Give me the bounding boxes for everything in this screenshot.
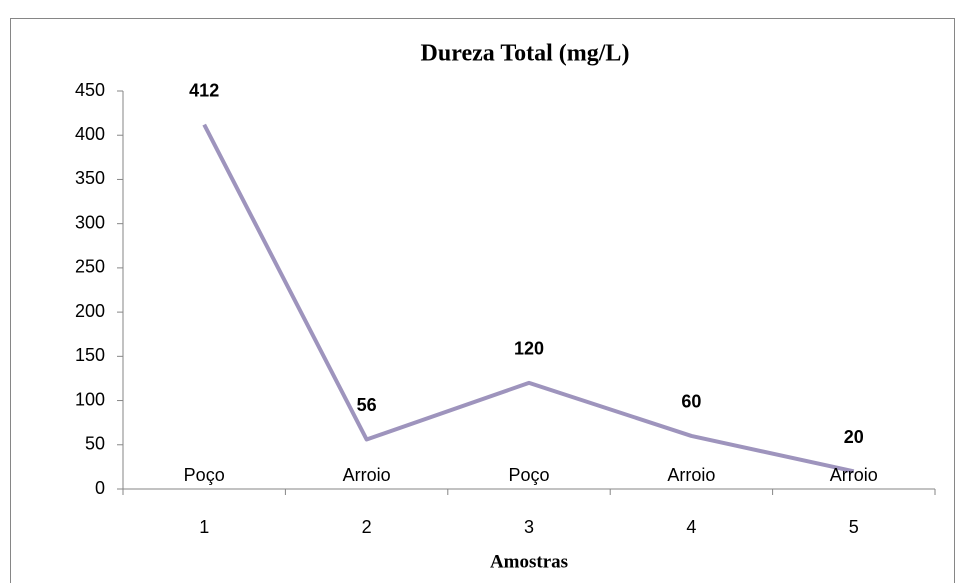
point-label: Poço [508,465,549,485]
chart-title: Dureza Total (mg/L) [421,41,630,67]
y-tick-label: 50 [85,434,105,454]
x-tick-label: 1 [199,517,209,537]
x-tick-label: 3 [524,517,534,537]
y-tick-label: 100 [75,389,105,409]
y-tick-label: 350 [75,168,105,188]
x-tick-label: 2 [362,517,372,537]
data-label: 412 [189,80,219,100]
point-label: Arroio [830,465,878,485]
y-tick-label: 250 [75,257,105,277]
y-tick-label: 450 [75,80,105,100]
y-tick-label: 150 [75,345,105,365]
point-label: Poço [184,465,225,485]
point-label: Arroio [667,465,715,485]
line [202,123,855,474]
x-axis-title: Amostras [490,551,568,572]
y-tick-label: 200 [75,301,105,321]
y-tick-label: 0 [95,478,105,498]
y-tick-label: 400 [75,124,105,144]
x-tick-label: 4 [686,517,696,537]
data-label: 56 [357,395,377,415]
point-label: Arroio [343,465,391,485]
y-tick-label: 300 [75,212,105,232]
x-tick-label: 5 [849,517,859,537]
chart-border [10,18,955,583]
data-label: 120 [514,339,544,359]
data-label: 60 [681,392,701,412]
data-label: 20 [844,427,864,447]
